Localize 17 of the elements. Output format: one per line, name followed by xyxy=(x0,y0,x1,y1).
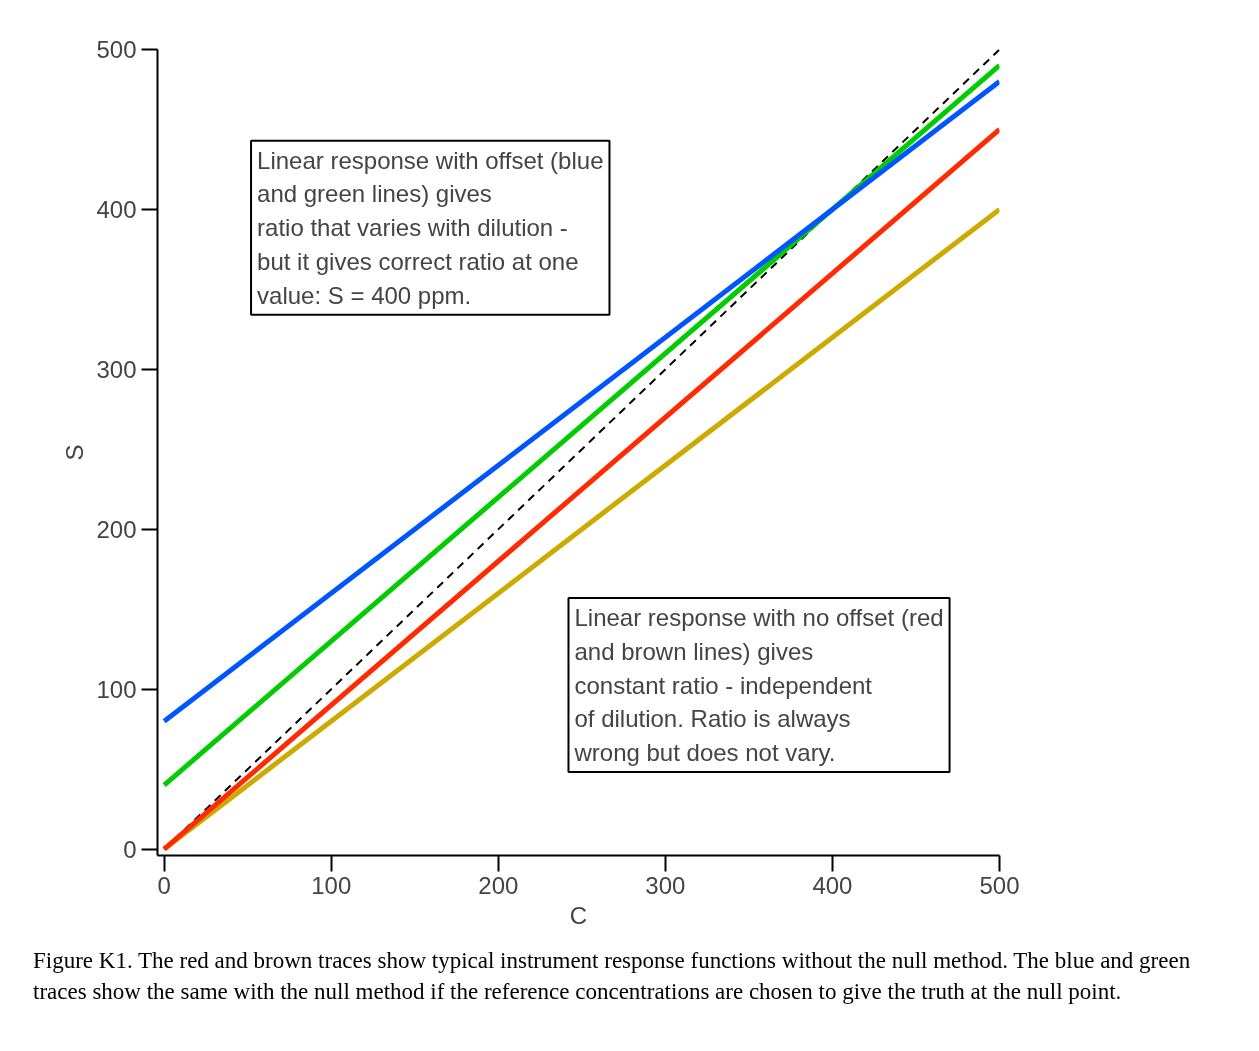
annotation: Linear response with offset (blue and green lines) gives ratio that varies with dilution - but it gives correct ratio at one value: S = 400 ppm. xyxy=(257,146,604,309)
y-tick-label: 400 xyxy=(96,195,137,223)
x-tick-label: 300 xyxy=(645,871,686,899)
y-tick-label: 100 xyxy=(96,675,137,703)
y-axis-title: S xyxy=(61,444,89,461)
x-tick-label: 200 xyxy=(478,871,519,899)
y-tick-label: 500 xyxy=(96,36,137,63)
x-tick-label: 0 xyxy=(157,871,171,899)
x-tick-label: 500 xyxy=(979,871,1020,899)
x-axis-title: C xyxy=(569,901,588,929)
caption: Figure K1. The red and brown traces show typical instrument response functions without the null method. The blue and green traces show the same with the null method if the reference concentrations are chosen to give the truth at the null point. xyxy=(33,947,1192,1007)
y-tick-label: 0 xyxy=(123,835,137,863)
annotation: Linear response with no offset (red and brown lines) gives constant ratio - independent of dilution. Ratio is always wrong but does not vary. xyxy=(573,604,944,767)
y-tick-label: 200 xyxy=(96,515,137,543)
x-tick-label: 100 xyxy=(311,871,352,899)
y-tick-label: 300 xyxy=(96,355,137,383)
x-tick-label: 400 xyxy=(812,871,853,899)
